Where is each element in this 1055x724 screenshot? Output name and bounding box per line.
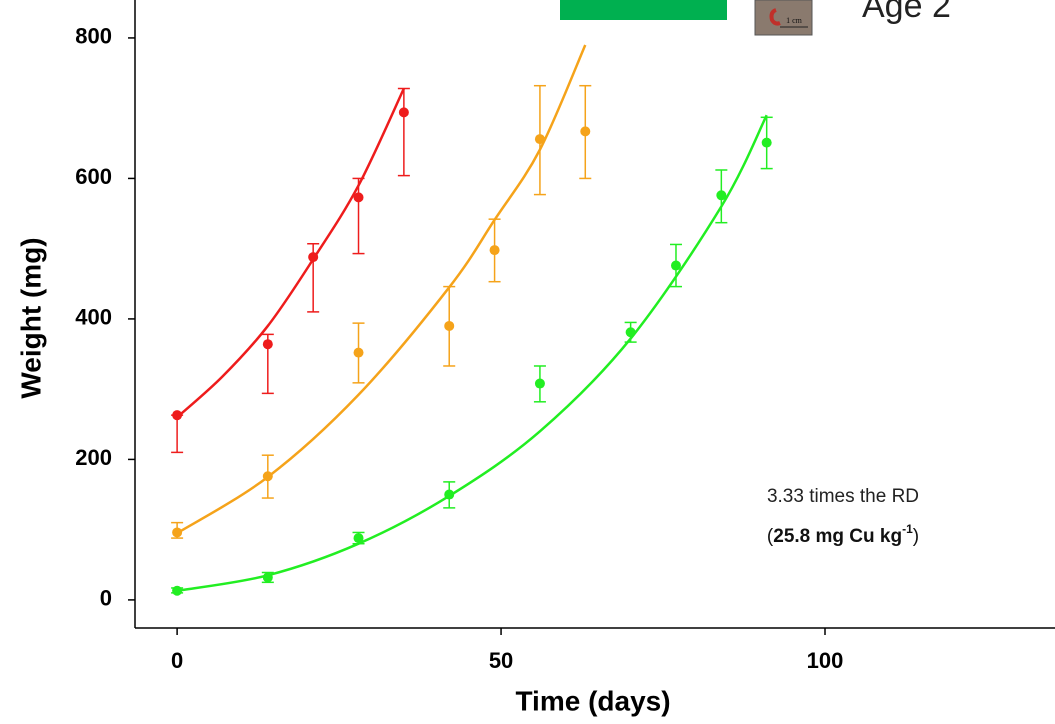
inset-image: 1 cm bbox=[754, 0, 813, 36]
data-point bbox=[534, 378, 545, 389]
x-axis-title: Time (days) bbox=[515, 685, 670, 716]
data-point bbox=[444, 320, 455, 331]
data-point bbox=[353, 347, 364, 358]
data-point bbox=[580, 126, 591, 137]
data-point bbox=[716, 190, 727, 201]
data-point bbox=[172, 585, 183, 596]
annotation-part: 25.8 mg Cu kg bbox=[773, 526, 902, 547]
annotation-line1: 3.33 times the RD bbox=[767, 486, 919, 507]
x-tick-label: 0 bbox=[171, 648, 183, 673]
data-point bbox=[262, 572, 273, 583]
y-tick-label: 400 bbox=[75, 305, 112, 330]
data-point bbox=[534, 134, 545, 145]
annotation-part: ( bbox=[767, 526, 774, 547]
header-text: Age 2 bbox=[862, 0, 951, 25]
x-tick-label: 100 bbox=[807, 648, 844, 673]
annotation-line2: (25.8 mg Cu kg-1) bbox=[767, 522, 919, 547]
data-point bbox=[308, 252, 319, 263]
fit-curve bbox=[176, 87, 406, 419]
data-point bbox=[262, 471, 273, 482]
data-point bbox=[353, 192, 364, 203]
fit-curve bbox=[176, 114, 768, 593]
y-axis-title: Weight (mg) bbox=[15, 237, 46, 398]
data-point bbox=[670, 260, 681, 271]
header-bar bbox=[560, 0, 727, 20]
inset-frame bbox=[754, 0, 813, 36]
data-point bbox=[444, 489, 455, 500]
data-point bbox=[398, 107, 409, 118]
inset-scale-label: 1 cm bbox=[786, 16, 803, 25]
data-point bbox=[489, 245, 500, 256]
data-point bbox=[625, 327, 636, 338]
annotation-part: -1 bbox=[902, 522, 913, 536]
fit-curve bbox=[176, 44, 587, 535]
y-tick-label: 800 bbox=[75, 24, 112, 49]
inset-specimen bbox=[769, 8, 781, 26]
data-point bbox=[172, 527, 183, 538]
y-tick-label: 600 bbox=[75, 164, 112, 189]
annotation-part: ) bbox=[913, 526, 919, 547]
y-tick-label: 200 bbox=[75, 445, 112, 470]
data-point bbox=[353, 533, 364, 544]
y-tick-label: 0 bbox=[100, 586, 112, 611]
x-tick-label: 50 bbox=[489, 648, 513, 673]
data-point bbox=[761, 137, 772, 148]
data-point bbox=[262, 339, 273, 350]
data-point bbox=[172, 410, 183, 421]
